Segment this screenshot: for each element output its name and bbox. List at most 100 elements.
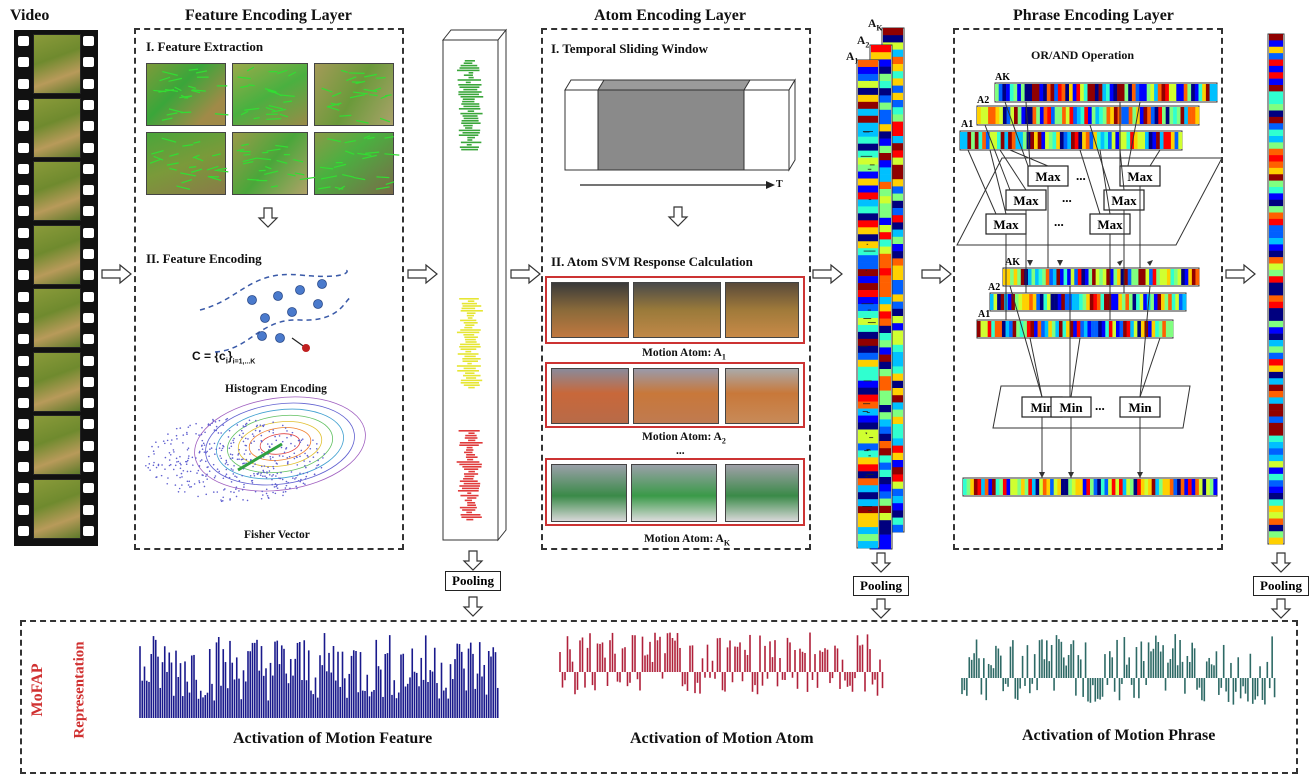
sample-point [282,491,285,493]
response-cell [858,471,878,479]
sample-point [265,492,268,495]
sample-point [162,440,165,442]
sample-point [190,485,193,488]
codeword-point [295,285,305,295]
sample-point [208,455,210,458]
response-cell [883,280,903,288]
sample-point [243,453,246,455]
connection-line [1025,101,1031,167]
phrase-cell [1073,107,1078,124]
atom-encoding-panel [541,28,811,550]
trajectory-line [166,112,178,116]
trajectory-line [214,113,229,116]
boundary-lower [214,297,351,353]
film-hole [83,36,94,46]
response-cell [871,174,891,183]
sample-point [315,447,318,450]
phrase-cell [999,479,1004,495]
sample-point [281,440,284,443]
sample-point [161,464,163,466]
response-cell [883,467,903,475]
trajectory-line [161,137,177,143]
phrase-cell [1006,479,1011,495]
phrase-cell [1006,84,1011,101]
sample-point [243,486,245,488]
response-cell [883,431,903,439]
max-ellipsis-2: ... [1054,214,1064,229]
feature-histogram-bar-green [459,146,479,148]
response-cell [883,164,903,173]
response-cell [858,199,878,207]
phrase-cell [1062,321,1067,337]
sample-point [227,436,230,438]
sample-point [300,439,303,442]
sample-point [164,442,166,445]
trajectory-line [237,76,251,80]
response-cell [858,234,878,242]
sample-point [232,441,235,444]
phrase-cell [1074,269,1079,285]
phrase-cell [1119,132,1124,149]
phrase-cell [1010,479,1015,495]
time-axis-arrowhead [766,181,775,189]
sample-point [202,481,205,483]
response-cell [1269,435,1283,443]
pooling-feature[interactable]: Pooling [445,571,501,591]
feature-histogram-bar-green [460,64,478,67]
response-cell [883,92,903,101]
phrase-cell [1150,84,1155,101]
trajectory-line [255,157,272,161]
response-cell [883,409,903,418]
sample-point [228,447,231,449]
phrase-cell [1162,479,1167,495]
phrase-cell [1146,84,1151,101]
response-cell [1269,40,1283,48]
response-cell [883,474,903,482]
descriptor-point [302,344,310,352]
response-cell [883,78,903,86]
trajectory-line [162,71,178,76]
pooling-phrase[interactable]: Pooling [1253,576,1309,596]
sample-point [272,465,274,468]
phrase-cell [1032,107,1037,124]
sample-point [204,460,207,463]
pooling-atom[interactable]: Pooling [853,576,909,596]
sample-point [209,448,211,450]
response-cell [883,272,903,281]
phrase-cell [1173,107,1178,124]
response-cell [883,150,903,158]
response-cell [1269,480,1283,487]
phrase-cell [1147,107,1152,124]
response-cell [858,262,878,270]
phrase-cell [1180,479,1185,495]
feature-histogram-bar-red [459,480,478,482]
phrase-cell [1057,294,1062,310]
codeword-point [287,307,297,317]
sample-point [210,447,213,449]
feature-histogram-bar-green [457,79,482,81]
sample-point [254,463,256,465]
phrase-cell [1067,269,1072,285]
response-cell [871,189,891,197]
trajectory-line [217,167,227,171]
sample-point [304,452,306,455]
trajectory-line [376,77,386,79]
response-cell [1269,416,1283,424]
sample-point [225,461,228,464]
codeword-point [260,313,270,323]
phrase-cell [995,479,1000,495]
sample-point [226,417,229,420]
phrase-cell [1120,84,1125,101]
connection-line [1127,101,1141,167]
response-cell [858,136,878,144]
phrase-cell [1191,269,1196,285]
sample-point [280,471,282,474]
sample-point [241,488,244,491]
trajectory-line [149,158,161,164]
video-frame [33,415,81,475]
video-frame [33,161,81,221]
sample-point [176,461,178,463]
feature-frame-2 [232,63,308,126]
phrase-cell [1045,132,1050,149]
sample-point [222,424,225,426]
